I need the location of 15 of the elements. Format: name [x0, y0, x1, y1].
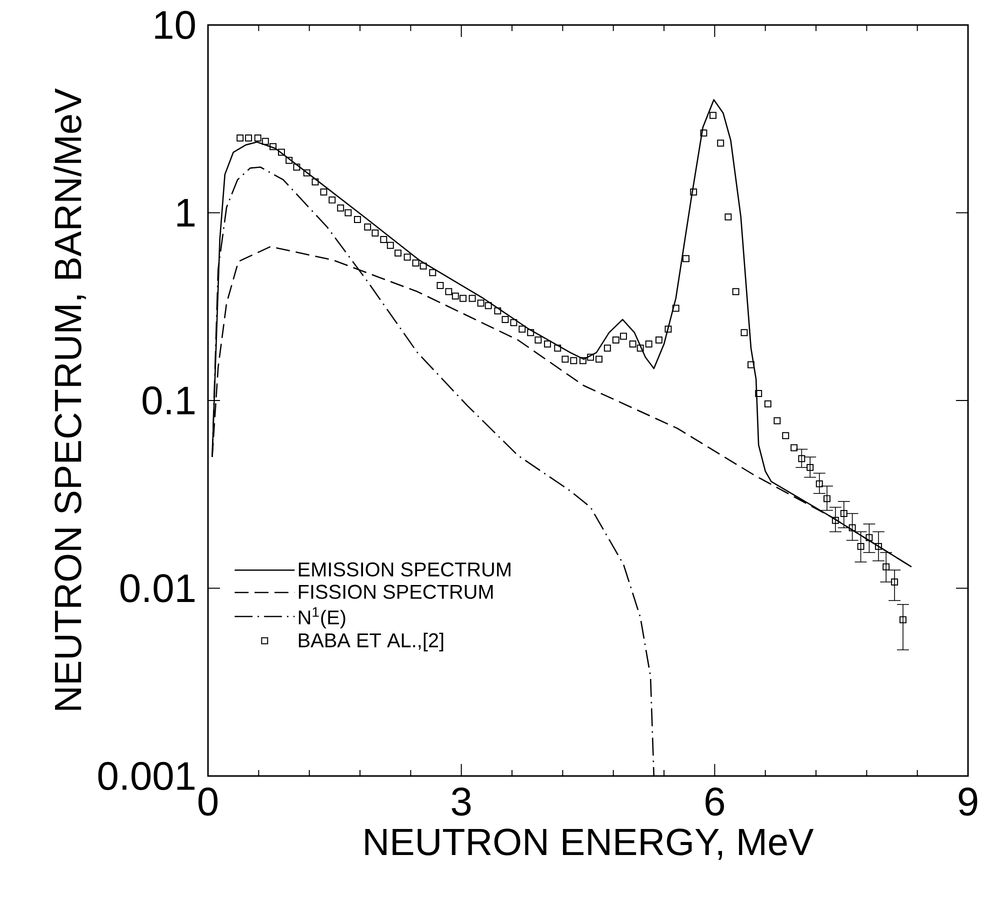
x-tick-label: 3 [452, 788, 471, 816]
y-tick-label: 10 [155, 10, 195, 40]
y-tick-label: 0.01 [120, 574, 195, 602]
legend-label: FISSION SPECTRUM [298, 584, 493, 599]
y-tick-label: 1 [177, 199, 195, 226]
y-tick-label: 0.001 [98, 762, 195, 790]
legend-label: EMISSION SPECTRUM [298, 562, 510, 577]
x-axis-title: NEUTRON ENERGY, MeV [365, 828, 814, 860]
y-axis-title: NEUTRON SPECTRUM, BARN/MeV [54, 88, 86, 710]
y-tick-label: 0.1 [142, 386, 195, 415]
x-tick-label: 0 [198, 788, 218, 816]
x-tick-label: 6 [706, 788, 724, 816]
legend-label: BABA ET AL.,[2] [298, 632, 444, 652]
x-tick-label: 9 [958, 788, 978, 816]
legend-label: N$^{1}$(E) [298, 607, 346, 628]
